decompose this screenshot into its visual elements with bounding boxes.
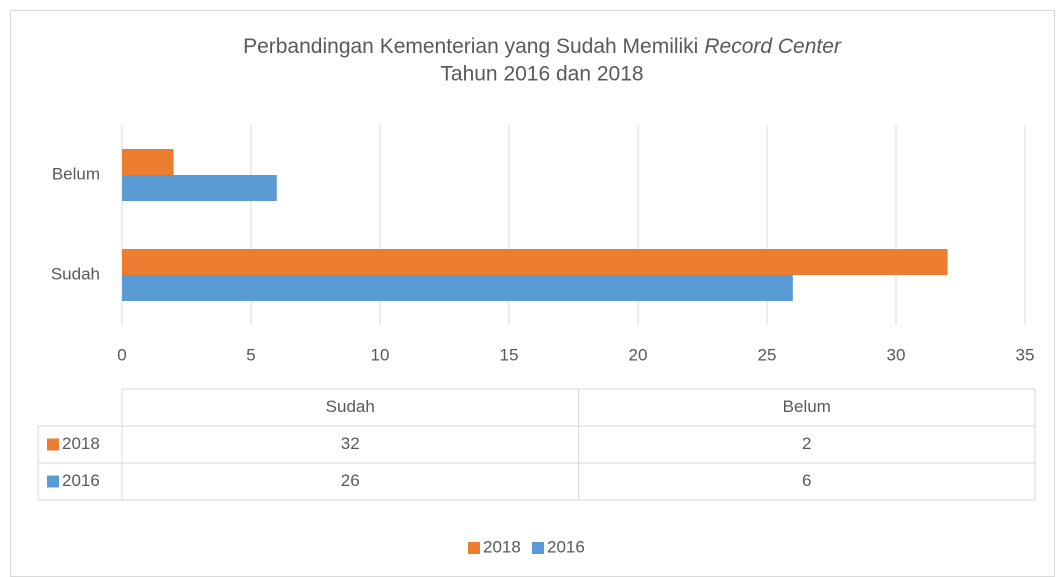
x-tick-label: 25	[758, 345, 777, 364]
table-cell: 6	[802, 471, 811, 490]
table-header: Sudah	[326, 397, 375, 416]
table-row-label: 2018	[62, 434, 100, 453]
x-tick-label: 5	[246, 345, 255, 364]
x-tick-label: 30	[887, 345, 906, 364]
table-cell: 2	[802, 434, 811, 453]
chart-subtitle: Tahun 2016 dan 2018	[440, 63, 643, 86]
table-header: Belum	[783, 397, 831, 416]
y-tick-label: Sudah	[51, 264, 100, 283]
title-part: Record Center	[704, 35, 842, 58]
table-cell: 26	[341, 471, 360, 490]
bar	[122, 249, 948, 275]
legend-label: 2016	[547, 537, 585, 556]
title-part: Perbandingan Kementerian yang Sudah Memi…	[243, 35, 698, 58]
chart-title: Perbandingan Kementerian yang Sudah Memi…	[243, 35, 842, 58]
legend-key	[532, 542, 544, 554]
bar	[122, 175, 277, 201]
y-tick-label: Belum	[52, 164, 100, 183]
x-tick-label: 0	[117, 345, 126, 364]
x-tick-label: 20	[629, 345, 648, 364]
bar	[122, 275, 793, 301]
x-tick-label: 10	[371, 345, 390, 364]
legend-key	[468, 542, 480, 554]
x-tick-label: 35	[1016, 345, 1035, 364]
table-legend-key	[47, 438, 59, 451]
bar	[122, 149, 174, 175]
table-cell: 32	[341, 434, 360, 453]
x-tick-label: 15	[500, 345, 519, 364]
table-row-label: 2016	[62, 471, 100, 490]
table-legend-key	[47, 475, 59, 488]
legend-label: 2018	[483, 537, 521, 556]
